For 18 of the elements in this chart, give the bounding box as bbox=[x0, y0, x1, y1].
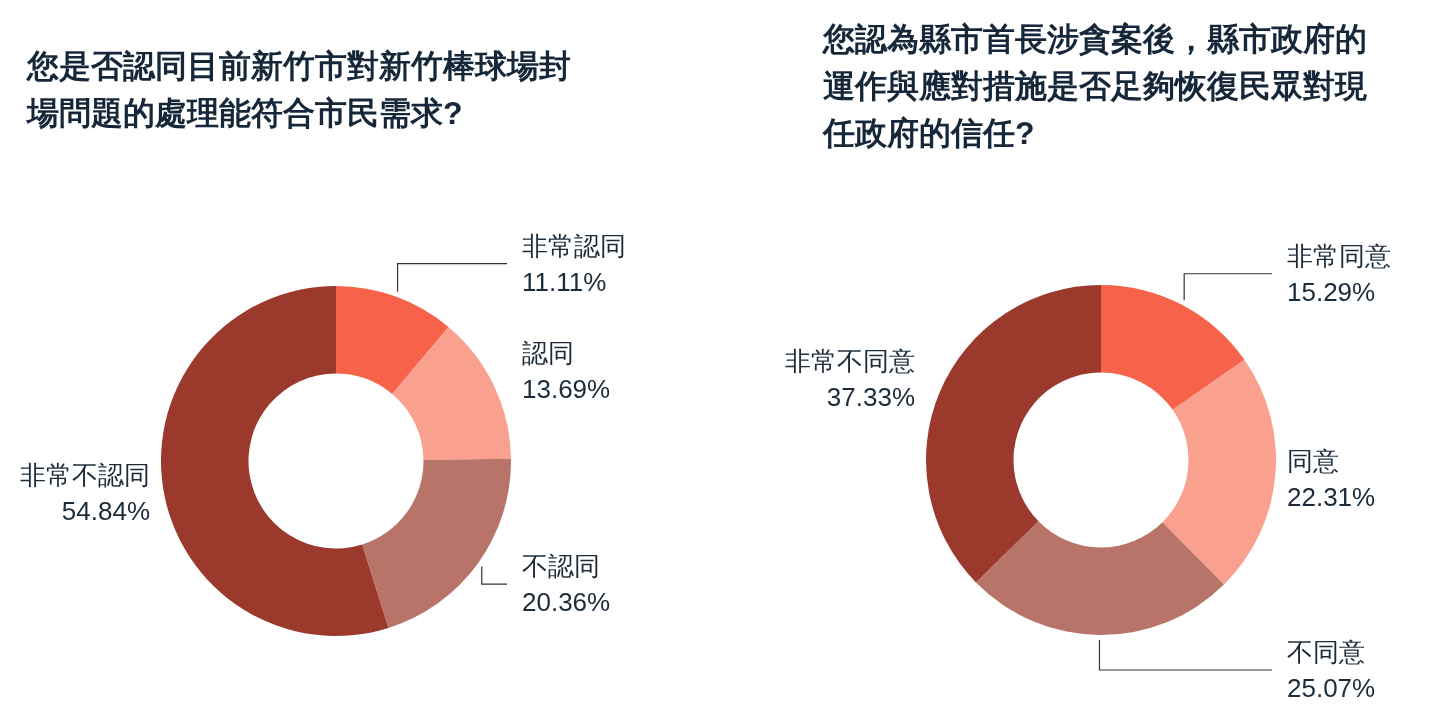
slice-label: 非常不同意 bbox=[785, 345, 915, 376]
data-label: 11.11% bbox=[522, 266, 607, 297]
data-label: 13.69% bbox=[522, 374, 611, 405]
slice-label: 認同 bbox=[522, 338, 574, 369]
slice-label: 非常認同 bbox=[522, 230, 626, 261]
chart-title: 您認為縣市首長涉貪案後，縣市政府的運作與應對措施是否足夠恢復民眾對現任政府的信任? bbox=[823, 20, 1368, 153]
data-label: 15.29% bbox=[1287, 276, 1376, 307]
slice-label: 不認同 bbox=[522, 551, 600, 582]
slice-label: 同意 bbox=[1287, 446, 1339, 477]
data-label: 54.84% bbox=[61, 495, 150, 526]
data-label: 22.31% bbox=[1287, 482, 1376, 513]
data-label: 37.33% bbox=[826, 381, 915, 412]
slice-label: 非常不認同 bbox=[20, 459, 150, 490]
chart-title: 您是否認同目前新竹市對新竹棒球場封場問題的處理能符合市民需求? bbox=[27, 47, 572, 133]
data-label: 20.36% bbox=[522, 587, 611, 618]
slice-label: 不同意 bbox=[1287, 636, 1365, 667]
slice-label: 非常同意 bbox=[1287, 240, 1391, 271]
data-label: 25.07% bbox=[1287, 672, 1376, 703]
